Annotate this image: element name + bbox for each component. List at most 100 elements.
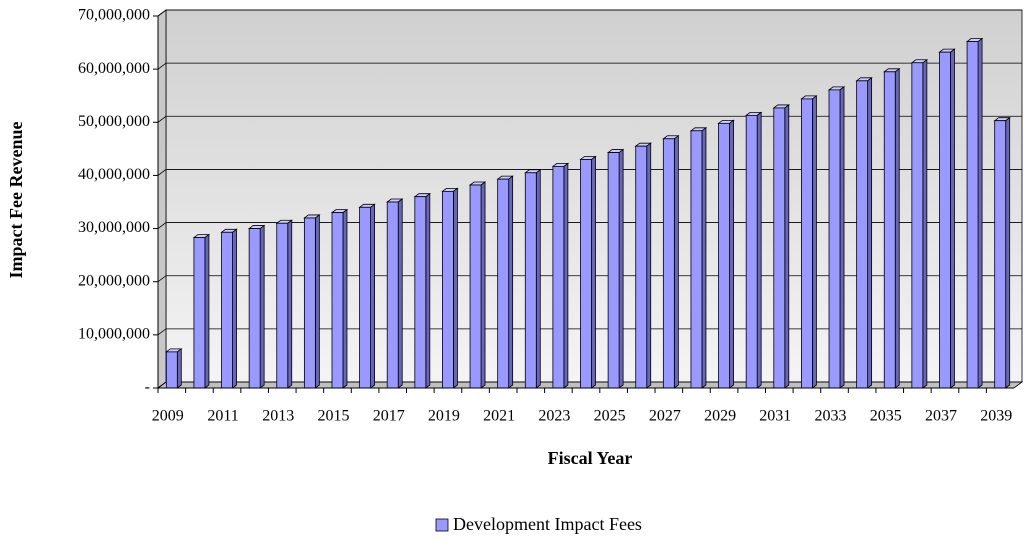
bar-front: [773, 107, 786, 389]
x-tick-label: 2021: [483, 408, 515, 425]
bar-front: [690, 130, 703, 389]
bar-side: [314, 214, 320, 389]
plot-area: [156, 9, 1024, 389]
grid-line: [157, 9, 1022, 17]
y-axis-title: Impact Fee Revenue: [6, 122, 26, 279]
bar: [744, 111, 763, 389]
bar: [441, 187, 459, 389]
bar: [827, 86, 846, 389]
bar-front: [193, 237, 206, 389]
x-tick-label: 2023: [538, 408, 570, 425]
bar-front: [442, 190, 454, 389]
bar-front: [718, 122, 730, 389]
bar-front: [856, 80, 869, 389]
bar: [883, 68, 901, 389]
y-tick-label: 20,000,000: [78, 272, 150, 289]
bar: [468, 181, 487, 389]
bar-front: [745, 114, 758, 389]
grid-line: [157, 62, 1022, 70]
bar-side: [646, 142, 652, 389]
legend-swatch: [435, 518, 449, 532]
bar-front: [165, 351, 178, 389]
bar-front: [221, 231, 233, 389]
bar-front: [497, 178, 510, 389]
bar-front: [966, 41, 979, 389]
x-tick-label: 2039: [980, 408, 1012, 425]
bar-side: [756, 111, 762, 389]
bar: [606, 148, 625, 389]
bar-front: [635, 145, 648, 389]
bar: [524, 168, 542, 389]
bar: [855, 77, 873, 389]
bar-front: [662, 138, 675, 389]
grid-line: [157, 222, 1022, 229]
bar-side: [370, 203, 375, 389]
bar: [247, 224, 266, 389]
bar: [993, 116, 1011, 389]
bar-front: [414, 196, 427, 389]
bar: [358, 203, 376, 389]
x-tick-label: 2035: [870, 408, 902, 425]
x-tick-label: 2011: [207, 408, 238, 425]
bar: [551, 162, 570, 389]
grid-line: [157, 169, 1022, 176]
bar-front: [303, 217, 316, 389]
bar: [275, 219, 293, 389]
bar-side: [453, 187, 458, 389]
bar-side: [563, 162, 569, 389]
bar-side: [618, 148, 624, 389]
bar: [910, 58, 929, 389]
x-tick-label: 2015: [317, 408, 349, 425]
x-tick-label: 2013: [262, 408, 294, 425]
bar-side: [397, 198, 403, 389]
bar-front: [911, 62, 924, 389]
x-tick-label: 2033: [815, 408, 847, 425]
bar-front: [276, 222, 289, 389]
bar-side: [894, 68, 900, 389]
bar: [717, 119, 735, 389]
bar-front: [331, 212, 344, 389]
x-tick-label: 2037: [925, 408, 957, 425]
x-tick-label: 2027: [649, 408, 681, 425]
bar-side: [812, 95, 817, 389]
x-tick-label: 2019: [428, 408, 460, 425]
bar-side: [259, 224, 265, 389]
bar-front: [248, 228, 261, 389]
y-tick-label: 30,000,000: [78, 219, 150, 236]
bar: [938, 48, 956, 389]
bar-front: [883, 71, 896, 389]
bar-front: [580, 159, 592, 389]
bar-side: [535, 168, 541, 389]
bar-side: [176, 348, 182, 389]
bar: [800, 95, 818, 389]
bar-front: [607, 152, 620, 389]
bar-side: [839, 86, 845, 389]
bar-front: [552, 165, 565, 389]
grid-line: [157, 328, 1022, 336]
y-tick-label: 50,000,000: [78, 113, 150, 130]
bar-side: [591, 155, 596, 389]
bar-side: [232, 228, 237, 389]
bar: [662, 134, 680, 389]
bar-side: [977, 37, 983, 389]
bar-front: [524, 172, 537, 389]
bar-side: [342, 208, 348, 389]
bar-side: [673, 134, 679, 389]
bar-side: [287, 219, 293, 389]
bar: [634, 142, 652, 389]
y-tick-label: -: [145, 379, 150, 396]
bar: [220, 228, 238, 389]
bar: [579, 155, 597, 389]
bar-side: [701, 126, 707, 389]
bar-front: [469, 184, 482, 389]
bar-side: [508, 175, 514, 389]
x-tick-label: 2031: [759, 408, 791, 425]
bar-front: [939, 51, 951, 389]
bar: [386, 198, 404, 389]
bar: [413, 192, 432, 389]
bar-side: [480, 181, 486, 389]
bar: [772, 104, 790, 389]
bar-front: [994, 120, 1007, 389]
bar-side: [867, 77, 873, 389]
bar-front: [359, 206, 371, 389]
